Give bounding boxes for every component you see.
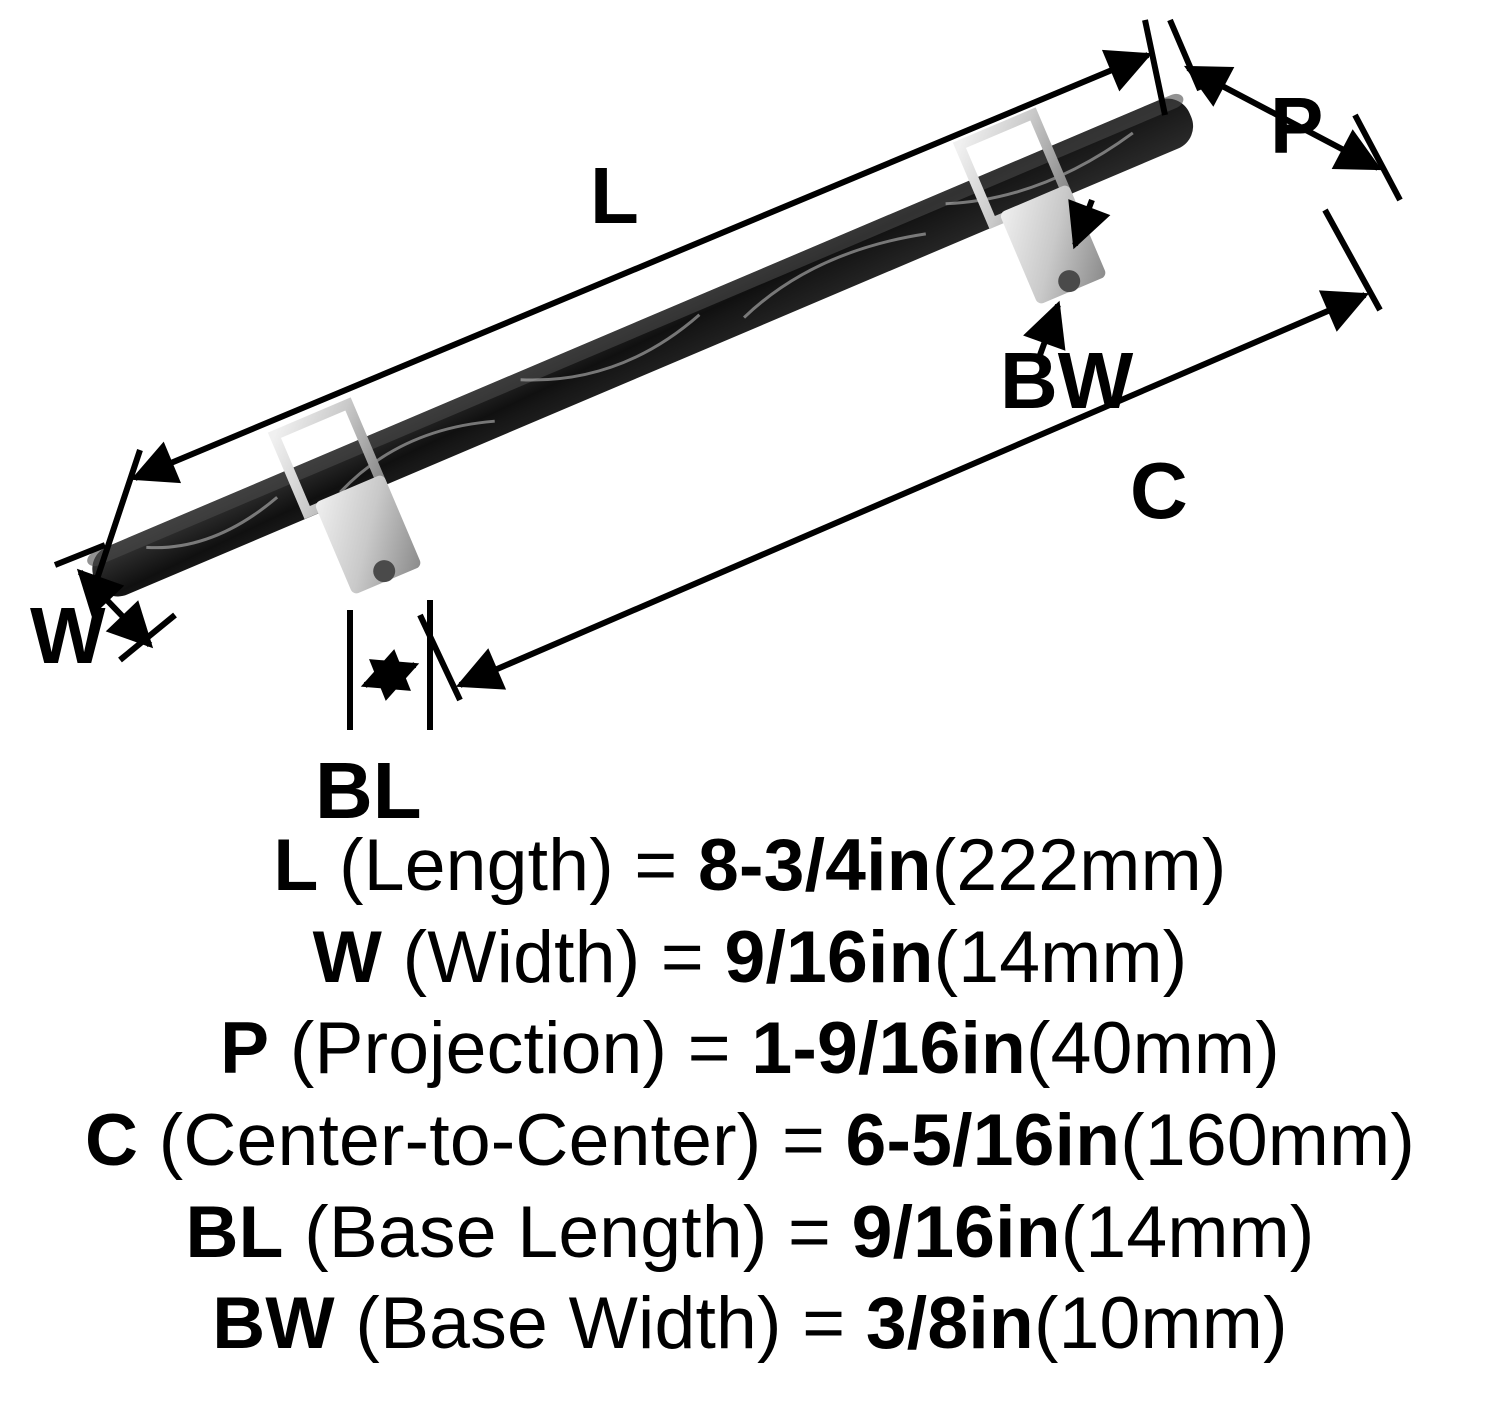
measurement-mm: (14mm) <box>934 916 1188 998</box>
measurement-name: (Projection) <box>269 1007 687 1089</box>
measurement-name: (Base Width) <box>335 1282 802 1364</box>
measurement-imperial: 1-9/16in <box>751 1007 1026 1089</box>
measurement-mm: (10mm) <box>1034 1282 1288 1364</box>
diagram-area: L P BW C W BL <box>0 0 1500 820</box>
measurement-name: (Base Length) <box>284 1191 788 1273</box>
measurements-block: L (Length) = 8-3/4in(222mm)W (Width) = 9… <box>0 820 1500 1370</box>
measurement-symbol: W <box>313 916 382 998</box>
dim-line-L <box>135 55 1148 478</box>
measurement-mm: (222mm) <box>932 824 1227 906</box>
measurement-imperial: 8-3/4in <box>698 824 932 906</box>
dimension-lines <box>55 20 1400 730</box>
page: L P BW C W BL L (Length) = 8-3/4in(222mm… <box>0 0 1500 1409</box>
measurement-imperial: 9/16in <box>852 1191 1061 1273</box>
measurement-name: (Center-to-Center) <box>138 1099 782 1181</box>
measurement-row: C (Center-to-Center) = 6-5/16in(160mm) <box>0 1095 1500 1187</box>
equals-sign: = <box>634 824 698 906</box>
measurement-symbol: C <box>85 1099 138 1181</box>
measurement-mm: (14mm) <box>1061 1191 1315 1273</box>
equals-sign: = <box>688 1007 752 1089</box>
measurement-symbol: BL <box>185 1191 283 1273</box>
measurement-row: P (Projection) = 1-9/16in(40mm) <box>0 1003 1500 1095</box>
equals-sign: = <box>802 1282 866 1364</box>
dim-line-BL <box>365 665 415 685</box>
measurement-mm: (40mm) <box>1026 1007 1280 1089</box>
measurement-row: BW (Base Width) = 3/8in(10mm) <box>0 1278 1500 1370</box>
measurement-row: BL (Base Length) = 9/16in(14mm) <box>0 1187 1500 1279</box>
label-C: C <box>1130 445 1188 537</box>
measurement-symbol: P <box>220 1007 269 1089</box>
equals-sign: = <box>788 1191 852 1273</box>
label-L: L <box>590 150 639 242</box>
measurement-mm: (160mm) <box>1120 1099 1415 1181</box>
measurement-name: (Length) <box>319 824 635 906</box>
label-BW: BW <box>1000 335 1133 427</box>
measurement-symbol: L <box>274 824 319 906</box>
label-P: P <box>1270 80 1323 172</box>
measurement-imperial: 3/8in <box>866 1282 1034 1364</box>
measurement-row: L (Length) = 8-3/4in(222mm) <box>0 820 1500 912</box>
measurement-name: (Width) <box>382 916 661 998</box>
measurement-row: W (Width) = 9/16in(14mm) <box>0 912 1500 1004</box>
equals-sign: = <box>661 916 725 998</box>
label-W: W <box>30 590 106 682</box>
measurement-symbol: BW <box>212 1282 335 1364</box>
measurement-imperial: 6-5/16in <box>846 1099 1121 1181</box>
measurement-imperial: 9/16in <box>725 916 934 998</box>
equals-sign: = <box>782 1099 846 1181</box>
